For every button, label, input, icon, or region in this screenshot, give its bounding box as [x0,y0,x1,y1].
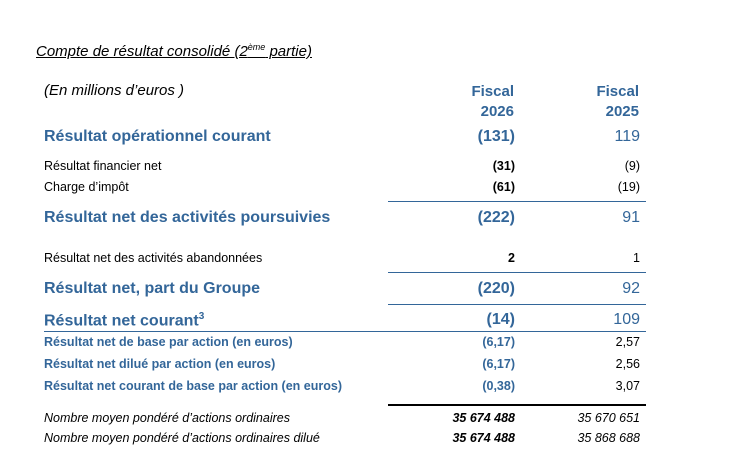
value-2025: 119 [614,128,640,145]
value-2025: 3,07 [615,379,640,393]
value-2026: 2 [508,251,515,265]
value-2025: (19) [617,180,640,194]
row-label: Nombre moyen pondéré d’actions ordinaire… [44,431,320,445]
value-2025: 2,57 [615,335,640,349]
value-2025: (9) [624,159,640,173]
table-row: Charge d’impôt (61) (19) [44,180,640,196]
value-2025: 91 [622,209,640,226]
table-row: Résultat net courant de base par action … [44,379,640,395]
value-2026: 35 674 488 [452,431,515,445]
value-2025: 109 [613,311,640,328]
table-row: Résultat net, part du Groupe (220) 92 [44,280,640,300]
value-2025: 1 [633,251,640,265]
value-2025: 35 868 688 [577,431,640,445]
value-2026: (6,17) [482,357,515,371]
value-2025: 92 [622,280,640,297]
table-row: Nombre moyen pondéré d’actions ordinaire… [44,431,640,447]
value-2025: 35 670 651 [577,411,640,425]
value-2026: (6,17) [482,335,515,349]
row-label: Résultat opérationnel courant [44,128,271,145]
table-row: Résultat net de base par action (en euro… [44,335,640,351]
value-2025: 2,56 [615,357,640,371]
table-row: Résultat net courant3 (14) 109 [44,311,640,331]
row-label: Résultat net des activités poursuivies [44,209,331,226]
row-label: Résultat net des activités abandonnées [44,251,263,265]
divider-line [44,331,646,332]
table-row: Résultat financier net (31) (9) [44,159,640,175]
divider-line [388,272,646,273]
divider-line [388,201,646,202]
value-2026: (14) [486,311,515,328]
value-2026: 35 674 488 [452,411,515,425]
divider-line [388,404,646,406]
column-header-fiscal-2026: Fiscal 2026 [471,83,514,120]
value-2026: (0,38) [482,379,515,393]
row-label: Résultat net dilué par action (en euros) [44,357,276,371]
table-row: Nombre moyen pondéré d’actions ordinaire… [44,411,640,427]
table-row: Résultat net des activités poursuivies (… [44,209,640,229]
divider-line [388,304,646,305]
row-label: Résultat financier net [44,159,162,173]
row-label: Résultat net, part du Groupe [44,280,261,297]
row-label: Nombre moyen pondéré d’actions ordinaire… [44,411,290,425]
row-label: Résultat net courant3 [44,311,205,330]
unit-label: (En millions d’euros ) [44,82,185,99]
table-row: Résultat opérationnel courant (131) 119 [44,128,640,148]
value-2026: (220) [477,280,515,297]
row-label: Résultat net courant de base par action … [44,379,342,393]
table-row: Résultat net dilué par action (en euros)… [44,357,640,373]
row-label: Charge d’impôt [44,180,129,194]
value-2026: (222) [477,209,515,226]
value-2026: (31) [492,159,515,173]
value-2026: (61) [492,180,515,194]
row-label: Résultat net de base par action (en euro… [44,335,293,349]
page-title: Compte de résultat consolidé (2ème parti… [36,42,312,60]
value-2026: (131) [477,128,515,145]
table-row: Résultat net des activités abandonnées 2… [44,251,640,267]
column-header-fiscal-2025: Fiscal 2025 [596,83,639,120]
